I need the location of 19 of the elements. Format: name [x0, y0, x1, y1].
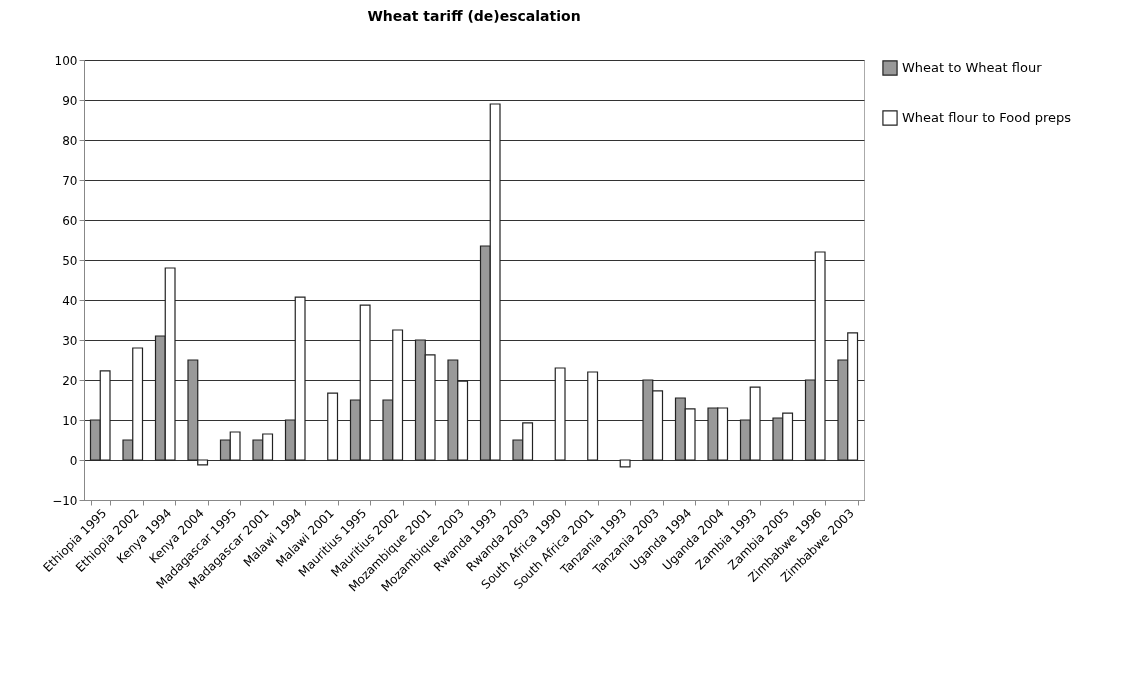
y-tick-label: 20: [62, 373, 78, 388]
legend-label: Wheat to Wheat flour: [902, 60, 1043, 75]
y-tick-label: 0: [69, 453, 78, 468]
bar: [619, 459, 631, 468]
legend-label: Wheat flour to Food preps: [902, 110, 1072, 125]
y-tick-label: −10: [52, 493, 78, 508]
y-tick-label: 60: [62, 213, 78, 228]
y-tick-label: 10: [62, 413, 78, 428]
bar: [587, 371, 599, 461]
y-tick-label: 100: [54, 53, 78, 68]
bar: [554, 367, 566, 461]
y-tick-label: 70: [62, 173, 78, 188]
y-tick-label: 80: [62, 133, 78, 148]
chart-title: Wheat tariff (de)escalation: [367, 8, 581, 24]
bar: [327, 392, 339, 461]
y-tick-label: 40: [62, 293, 78, 308]
y-tick-label: 90: [62, 93, 78, 108]
y-tick-label: 30: [62, 333, 78, 348]
y-tick-label: 50: [62, 253, 78, 268]
